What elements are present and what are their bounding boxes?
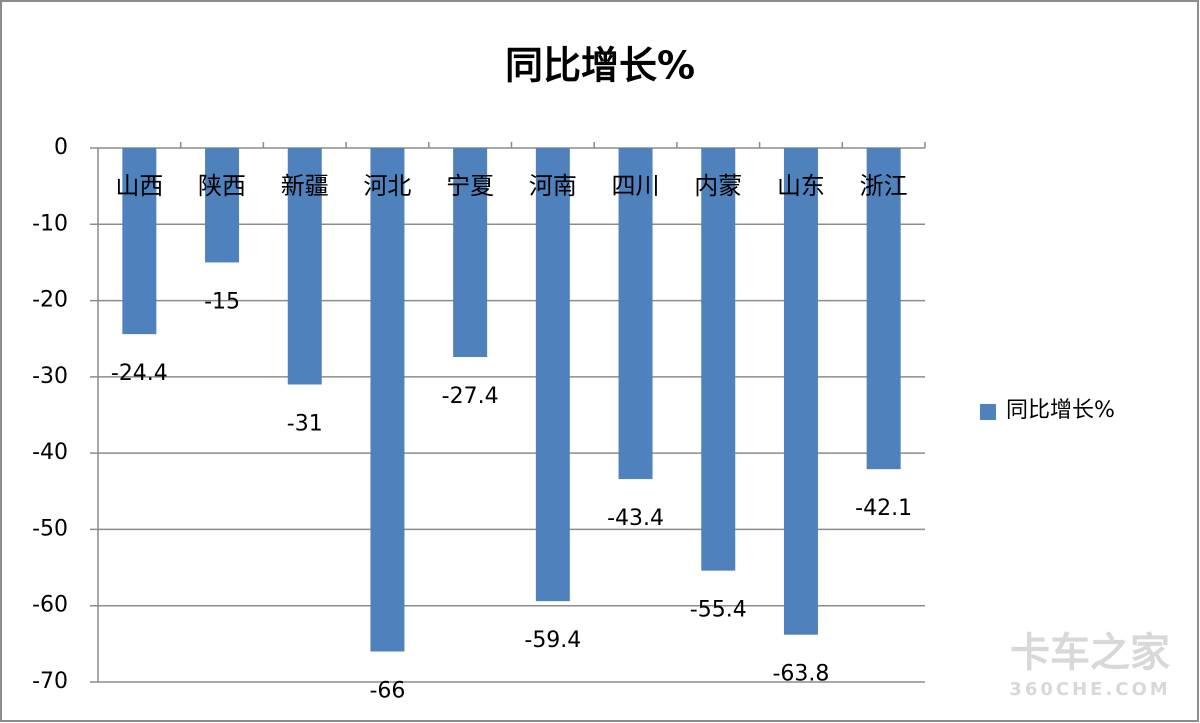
chart-title: 同比增长% [505,44,695,88]
x-tick-label: 山东 [777,172,825,200]
x-tick-label: 陕西 [198,172,246,200]
x-tick-label: 河南 [529,172,577,200]
bar [370,148,405,652]
data-label: -15 [204,289,240,314]
bar [122,148,157,335]
bar [535,148,570,602]
y-tick-label: -60 [32,593,68,618]
bar [287,148,322,385]
data-label: -27.4 [442,384,499,409]
y-tick-label: -20 [32,288,68,313]
data-label: -24.4 [111,361,168,386]
x-tick-label: 宁夏 [446,172,494,200]
data-label: -42.1 [855,496,912,521]
x-tick-label: 浙江 [860,172,908,200]
y-tick-label: -10 [32,211,68,236]
x-tick-label: 山西 [115,172,163,200]
data-label: -55.4 [690,598,747,623]
bar [205,148,240,263]
x-tick-label: 新疆 [281,172,329,200]
y-tick-label: -40 [32,440,68,465]
y-tick-label: -30 [32,364,68,389]
legend-swatch [980,404,996,420]
x-tick-label: 河北 [363,172,411,200]
bar [866,148,901,470]
data-label: -43.4 [607,506,664,531]
data-label: -31 [287,411,323,436]
data-label: -66 [369,678,405,703]
y-tick-label: -50 [32,516,68,541]
data-label: -63.8 [772,662,829,687]
data-label: -59.4 [524,628,581,653]
x-tick-label: 四川 [612,172,660,200]
legend-label: 同比增长% [1006,398,1115,423]
y-tick-label: 0 [54,135,68,160]
bar [783,148,818,635]
bar [701,148,736,571]
x-tick-label: 内蒙 [694,172,742,200]
bar [618,148,653,480]
watermark: 360CHE.COM [1009,679,1170,700]
bar [453,148,488,358]
watermark: 卡车之家 [1010,630,1170,676]
y-tick-label: -70 [32,669,68,694]
